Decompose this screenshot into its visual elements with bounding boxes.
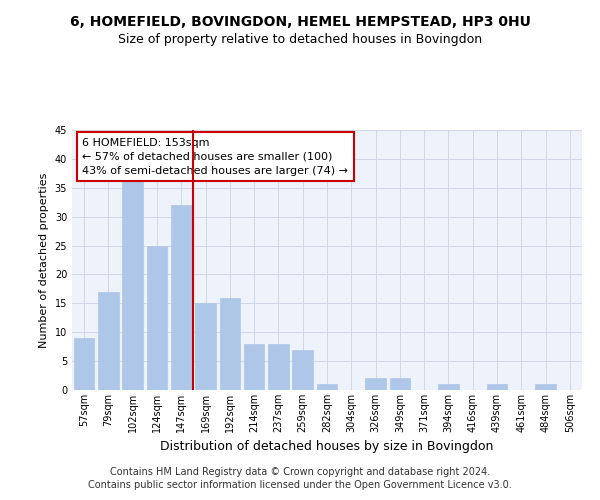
Bar <box>244 344 265 390</box>
Bar <box>365 378 386 390</box>
X-axis label: Distribution of detached houses by size in Bovingdon: Distribution of detached houses by size … <box>160 440 494 454</box>
Bar <box>122 176 143 390</box>
Bar <box>146 246 167 390</box>
Bar <box>487 384 508 390</box>
Y-axis label: Number of detached properties: Number of detached properties <box>39 172 49 348</box>
Text: 6 HOMEFIELD: 153sqm
← 57% of detached houses are smaller (100)
43% of semi-detac: 6 HOMEFIELD: 153sqm ← 57% of detached ho… <box>82 138 348 176</box>
Bar <box>74 338 94 390</box>
Bar <box>171 205 191 390</box>
Bar <box>268 344 289 390</box>
Bar <box>292 350 313 390</box>
Bar <box>317 384 337 390</box>
Bar <box>220 298 240 390</box>
Bar <box>389 378 410 390</box>
Bar <box>535 384 556 390</box>
Text: Contains HM Land Registry data © Crown copyright and database right 2024.
Contai: Contains HM Land Registry data © Crown c… <box>88 467 512 490</box>
Bar <box>98 292 119 390</box>
Bar <box>438 384 459 390</box>
Bar <box>195 304 216 390</box>
Text: 6, HOMEFIELD, BOVINGDON, HEMEL HEMPSTEAD, HP3 0HU: 6, HOMEFIELD, BOVINGDON, HEMEL HEMPSTEAD… <box>70 15 530 29</box>
Text: Size of property relative to detached houses in Bovingdon: Size of property relative to detached ho… <box>118 32 482 46</box>
